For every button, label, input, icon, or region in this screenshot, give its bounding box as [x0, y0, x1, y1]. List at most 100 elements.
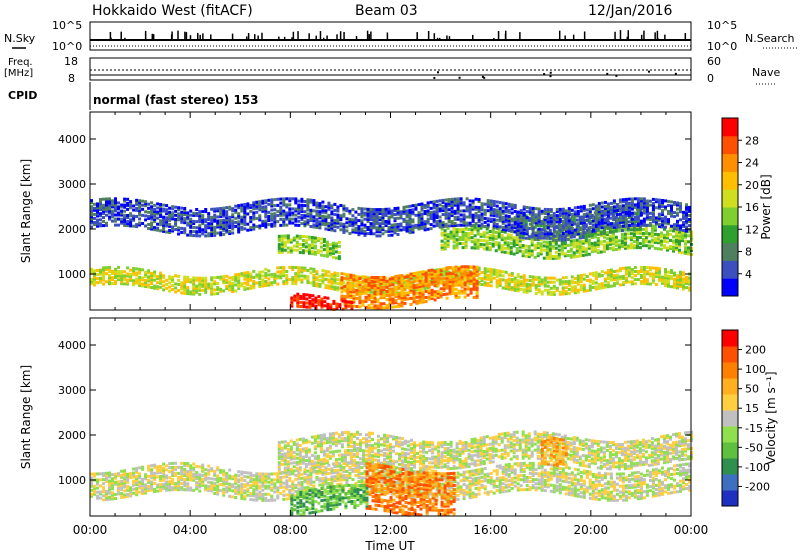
echo-cell — [273, 278, 277, 282]
echo-cell — [516, 285, 520, 289]
echo-cell — [676, 274, 679, 278]
echo-cell — [318, 222, 322, 226]
echo-cell — [376, 292, 380, 296]
echo-cell — [123, 219, 127, 223]
echo-cell — [341, 299, 345, 303]
echo-cell — [633, 203, 637, 207]
echo-cell — [299, 300, 303, 304]
echo-cell — [105, 475, 108, 479]
echo-cell — [219, 289, 223, 293]
echo-cell — [436, 283, 440, 287]
echo-cell — [685, 207, 688, 211]
echo-cell — [647, 232, 651, 236]
echo-cell — [617, 239, 621, 243]
echo-cell — [174, 219, 178, 223]
echo-cell — [291, 221, 295, 225]
echo-cell — [376, 304, 380, 308]
echo-cell — [501, 286, 505, 290]
echo-cell — [325, 240, 329, 244]
echo-cell — [372, 226, 376, 230]
echo-cell — [408, 219, 412, 222]
echo-cell — [500, 244, 504, 248]
echo-cell — [228, 207, 232, 211]
echo-cell — [453, 197, 457, 201]
echo-cell — [310, 236, 314, 239]
echo-cell — [474, 222, 478, 225]
echo-cell — [461, 246, 465, 250]
echo-cell — [521, 224, 525, 228]
echo-cell — [162, 203, 166, 207]
echo-cell — [409, 288, 413, 292]
power-x-ticks — [89, 112, 692, 310]
echo-cell — [294, 282, 298, 286]
echo-cell — [373, 278, 377, 281]
echo-cell — [460, 269, 464, 273]
echo-cell — [656, 247, 660, 251]
echo-cell — [346, 277, 350, 281]
echo-cell — [415, 277, 419, 281]
echo-cell — [376, 298, 380, 302]
echo-cell — [582, 208, 586, 212]
echo-cell — [90, 488, 93, 492]
echo-cell — [99, 272, 102, 276]
echo-cell — [654, 198, 658, 202]
echo-cell — [672, 239, 675, 243]
echo-cell — [638, 226, 642, 230]
echo-cell — [606, 283, 610, 287]
echo-cell — [464, 244, 468, 248]
echo-cell — [405, 213, 409, 217]
echo-cell — [504, 216, 508, 220]
echo-cell — [282, 270, 286, 274]
echo-cell — [548, 236, 552, 240]
echo-cell — [472, 279, 476, 283]
echo-cell — [594, 285, 598, 289]
echo-cell — [627, 280, 631, 284]
echo-cell — [355, 284, 359, 288]
echo-cell — [150, 273, 154, 277]
echo-cell — [261, 278, 265, 282]
echo-cell — [120, 217, 124, 221]
echo-cell — [433, 290, 437, 294]
echo-cell — [403, 291, 407, 295]
echo-cell — [531, 206, 535, 210]
echo-cell — [373, 284, 377, 288]
echo-cell — [183, 217, 187, 221]
echo-cell — [569, 241, 573, 245]
echo-cell — [445, 268, 449, 272]
echo-cell — [366, 211, 370, 215]
echo-cell — [325, 246, 329, 250]
echo-cell — [297, 219, 301, 223]
echo-cell — [388, 299, 392, 303]
echo-cell — [614, 235, 618, 239]
echo-cell — [177, 208, 181, 212]
echo-cell — [570, 208, 574, 212]
echo-cell — [464, 234, 468, 237]
echo-cell — [459, 197, 463, 201]
echo-cell — [476, 238, 480, 242]
echo-cell — [352, 284, 356, 288]
echo-cell — [420, 218, 424, 222]
echo-cell — [402, 220, 406, 223]
echo-cell — [282, 197, 286, 201]
echo-cell — [498, 271, 502, 275]
echo-cell — [342, 212, 346, 216]
echo-cell — [466, 277, 470, 281]
echo-cell — [531, 277, 535, 281]
echo-cell — [669, 245, 672, 248]
echo-cell — [364, 277, 368, 281]
echo-cell — [192, 213, 196, 217]
echo-cell — [654, 274, 658, 278]
echo-cell — [141, 199, 145, 203]
echo-cell — [462, 209, 466, 213]
echo-cell — [273, 224, 277, 228]
echo-cell — [455, 244, 459, 248]
echo-cell — [624, 210, 628, 213]
echo-cell — [470, 230, 474, 234]
echo-cell — [346, 287, 350, 291]
echo-cell — [264, 280, 268, 283]
echo-cell — [500, 238, 504, 242]
echo-cell — [534, 207, 538, 211]
echo-cell — [670, 200, 673, 204]
echo-cell — [340, 280, 344, 284]
echo-cell — [612, 209, 616, 213]
